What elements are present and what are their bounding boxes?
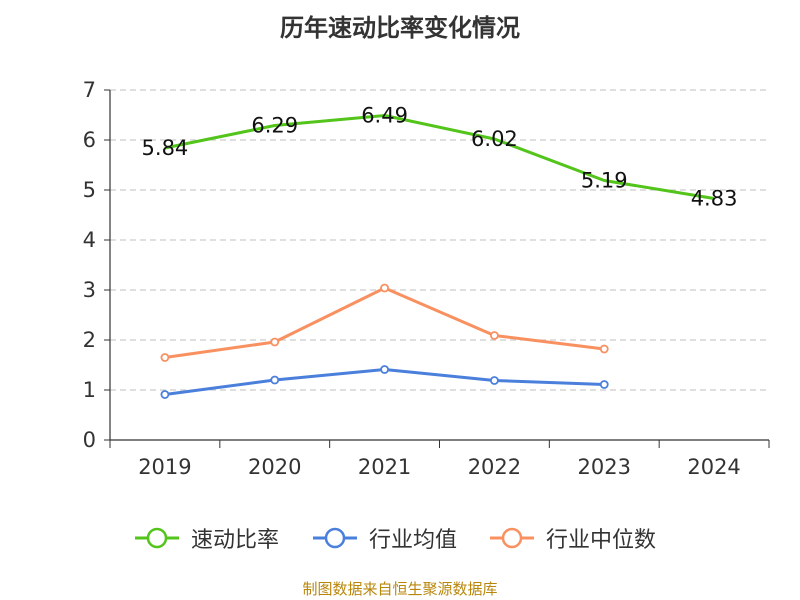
y-tick-label: 3 — [83, 278, 96, 302]
y-tick-label: 2 — [83, 328, 96, 352]
y-tick-label: 4 — [83, 228, 96, 252]
legend-line-marker-icon — [135, 527, 179, 549]
series-line-2 — [164, 286, 605, 359]
data-point — [160, 353, 170, 362]
data-point — [490, 376, 499, 385]
data-label: 6.02 — [471, 127, 518, 151]
legend-label: 速动比率 — [191, 528, 280, 553]
data-label: 4.83 — [691, 187, 738, 211]
data-point — [599, 344, 609, 354]
data-point — [160, 390, 170, 399]
legend-line-marker-icon — [313, 527, 357, 549]
data-point — [380, 365, 389, 374]
legend-item-industry-mean[interactable]: 行业均值 — [311, 520, 457, 556]
series-layer — [160, 114, 715, 399]
legend-label: 行业均值 — [369, 528, 458, 553]
data-point — [490, 331, 499, 340]
x-tick-label: 2020 — [248, 455, 301, 479]
legend-item-industry-median[interactable]: 行业中位数 — [488, 520, 656, 556]
axes: 0 1 2 3 4 5 6 7 2019 2020 2021 2022 2023 2024 — [83, 78, 770, 479]
x-tick-label: 2021 — [358, 455, 411, 479]
x-tick-label: 2019 — [138, 455, 191, 479]
legend: 速动比率 行业均值 行业中位数 — [0, 520, 800, 556]
y-tick-label: 6 — [83, 128, 96, 152]
chart-title: 历年速动比率变化情况 — [280, 14, 520, 42]
y-tick-label: 7 — [83, 78, 96, 102]
series-line-0 — [164, 114, 715, 200]
data-point — [270, 337, 280, 347]
data-point — [270, 375, 280, 385]
data-source-note: 制图数据来自恒生聚源数据库 — [302, 580, 498, 598]
y-tick-label: 1 — [83, 378, 96, 402]
data-point — [380, 283, 389, 293]
y-tick-label: 0 — [83, 428, 96, 452]
x-tick-label: 2023 — [578, 455, 631, 479]
y-tick-label: 5 — [83, 178, 96, 202]
data-label: 5.19 — [581, 169, 628, 193]
data-labels: 5.84 6.29 6.49 6.02 5.19 4.83 — [142, 104, 738, 211]
data-label: 6.49 — [361, 104, 408, 128]
data-point — [599, 380, 609, 389]
data-label: 5.84 — [142, 136, 189, 160]
legend-line-marker-icon — [490, 527, 534, 549]
legend-item-quick-ratio[interactable]: 速动比率 — [133, 520, 279, 556]
x-tick-label: 2024 — [687, 455, 740, 479]
legend-label: 行业中位数 — [546, 528, 657, 553]
data-label: 6.29 — [251, 114, 298, 138]
grid-lines — [110, 89, 769, 391]
x-tick-label: 2022 — [468, 455, 521, 479]
